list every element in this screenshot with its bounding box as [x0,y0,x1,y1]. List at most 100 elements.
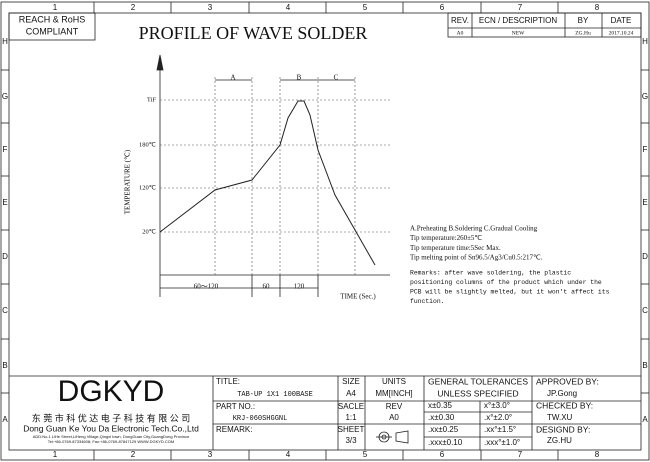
zone-letter: D [642,252,648,261]
temperature-label: 120℃ [139,184,157,191]
duration-label: 60～120 [194,283,219,291]
field-label: GENERAL TOLERANCES [428,376,528,386]
duration-label: 120 [294,283,305,291]
zone-number: 8 [595,450,600,459]
zone-number: 7 [518,450,523,459]
table-cell: 2017.10.24 [609,30,634,36]
zone-label: A [230,74,235,82]
zone-letter: G [642,92,648,101]
field: REV [386,402,403,411]
field: UNITS [382,377,406,386]
note: Tip melting point of Sn96.5/Ag3/Cu0.5:21… [410,253,543,261]
address: ADD:No.1 LiHe Street,LiHeng Village,Qing… [33,434,190,439]
tolerance: .xxx°±1.0° [484,438,520,447]
temperature-label: TiF [147,96,157,103]
field: 1:1 [345,413,357,422]
zone-label: C [334,74,339,82]
compliance-text: REACH & RoHS [19,14,86,24]
compliance-box [8,12,96,41]
zone-number: 6 [440,3,445,12]
tolerance: x±0.35 [428,401,453,410]
zone-letter: H [642,37,648,46]
profile-curve [159,100,376,266]
remark: function. [410,298,445,305]
zone-letter: F [643,145,648,154]
field-label: TITLE: [216,377,240,386]
zone-label: B [297,74,302,82]
field-label: UNLESS SPECIFIED [437,388,518,398]
zone-number: 1 [53,3,58,12]
field: SHEET [338,425,365,434]
remark: PCB will be slightly melted, but it won'… [410,289,610,296]
temperature-label: 180℃ [139,141,157,148]
zone-letter: G [2,92,8,101]
field: SACLE [338,402,364,411]
zone-number: 2 [131,3,136,12]
drawing-title: PROFILE OF WAVE SOLDER [139,23,368,43]
address: Tel:+86-0769-87334608; Fax:+86-0769-8784… [48,439,175,444]
tolerance: .xxx±0.10 [428,438,463,447]
zone-letter: A [2,415,8,424]
zone-number: 1 [53,450,58,459]
approval-label: DESIGND BY: [536,424,590,434]
field: MM[INCH] [375,389,412,398]
zone-number: 2 [131,450,136,459]
zone-number: 7 [518,3,523,12]
table-header: BY [578,16,589,25]
zone-number: 5 [363,450,368,459]
zone-letter: E [2,198,7,207]
table-header: ECN / DESCRIPTION [479,16,557,25]
field-value: KRJ-060SHGGNL [233,415,288,423]
axis-label: TIME (Sec.) [340,293,376,301]
note: Tip temperature time:5Sec Max. [410,244,501,252]
field: A4 [346,389,356,398]
company-name: 东 莞 市 科 优 达 电 子 科 技 有 限 公 司 [32,412,191,423]
zone-letter: F [3,145,8,154]
axis-label: TEMPERATURE (℃) [124,149,132,214]
field: 3/3 [345,436,357,445]
zone-number: 5 [363,3,368,12]
table-cell: ZG.Hu [575,30,591,36]
remark: Remarks: after wave soldering, the plast… [410,270,571,277]
revision-table [447,12,642,38]
table-header: REV. [451,16,469,25]
zone-letter: D [2,252,8,261]
zone-letter: B [2,361,7,370]
field-value: TAB-UP 1X1 100BASE [237,391,313,399]
zone-letter: H [2,37,8,46]
projection-symbol [376,430,409,444]
zone-letter: B [642,361,647,370]
table-header: DATE [611,16,632,25]
zone-number: 8 [595,3,600,12]
axis-arrow [156,54,164,71]
tolerance: .x±0.30 [428,413,455,422]
temperature-label: 20℃ [142,228,157,235]
tolerance: x°±3.0° [484,401,510,410]
zone-number: 6 [440,450,445,459]
tolerance: .xx°±1.5° [484,425,516,434]
remark: positioning columns of the product which… [410,279,602,286]
company-name: Dong Guan Ke You Da Electronic Tech.Co.,… [23,423,199,433]
approval-name: TW.XU [547,413,573,422]
zone-number: 3 [208,3,213,12]
note: A.Preheating B.Soldering C.Gradual Cooli… [410,225,538,233]
field: SIZE [342,377,360,386]
tolerance: .x°±2.0° [484,413,512,422]
compliance-text: COMPLIANT [26,26,79,36]
zone-letter: A [642,415,648,424]
logo: DGKYD [58,375,165,408]
zone-letter: E [642,198,647,207]
zone-letter: C [2,306,8,315]
field: A0 [389,413,399,422]
zone-letter: C [642,306,648,315]
field-label: REMARK: [216,425,252,434]
approval-label: CHECKED BY: [536,400,593,410]
table-cell: A0 [457,30,464,36]
duration-label: 60 [263,283,271,291]
table-cell: NEW [512,30,525,36]
zone-number: 4 [286,3,291,12]
approval-name: ZG.HU [547,436,572,445]
approval-label: APPROVED BY: [536,376,599,386]
